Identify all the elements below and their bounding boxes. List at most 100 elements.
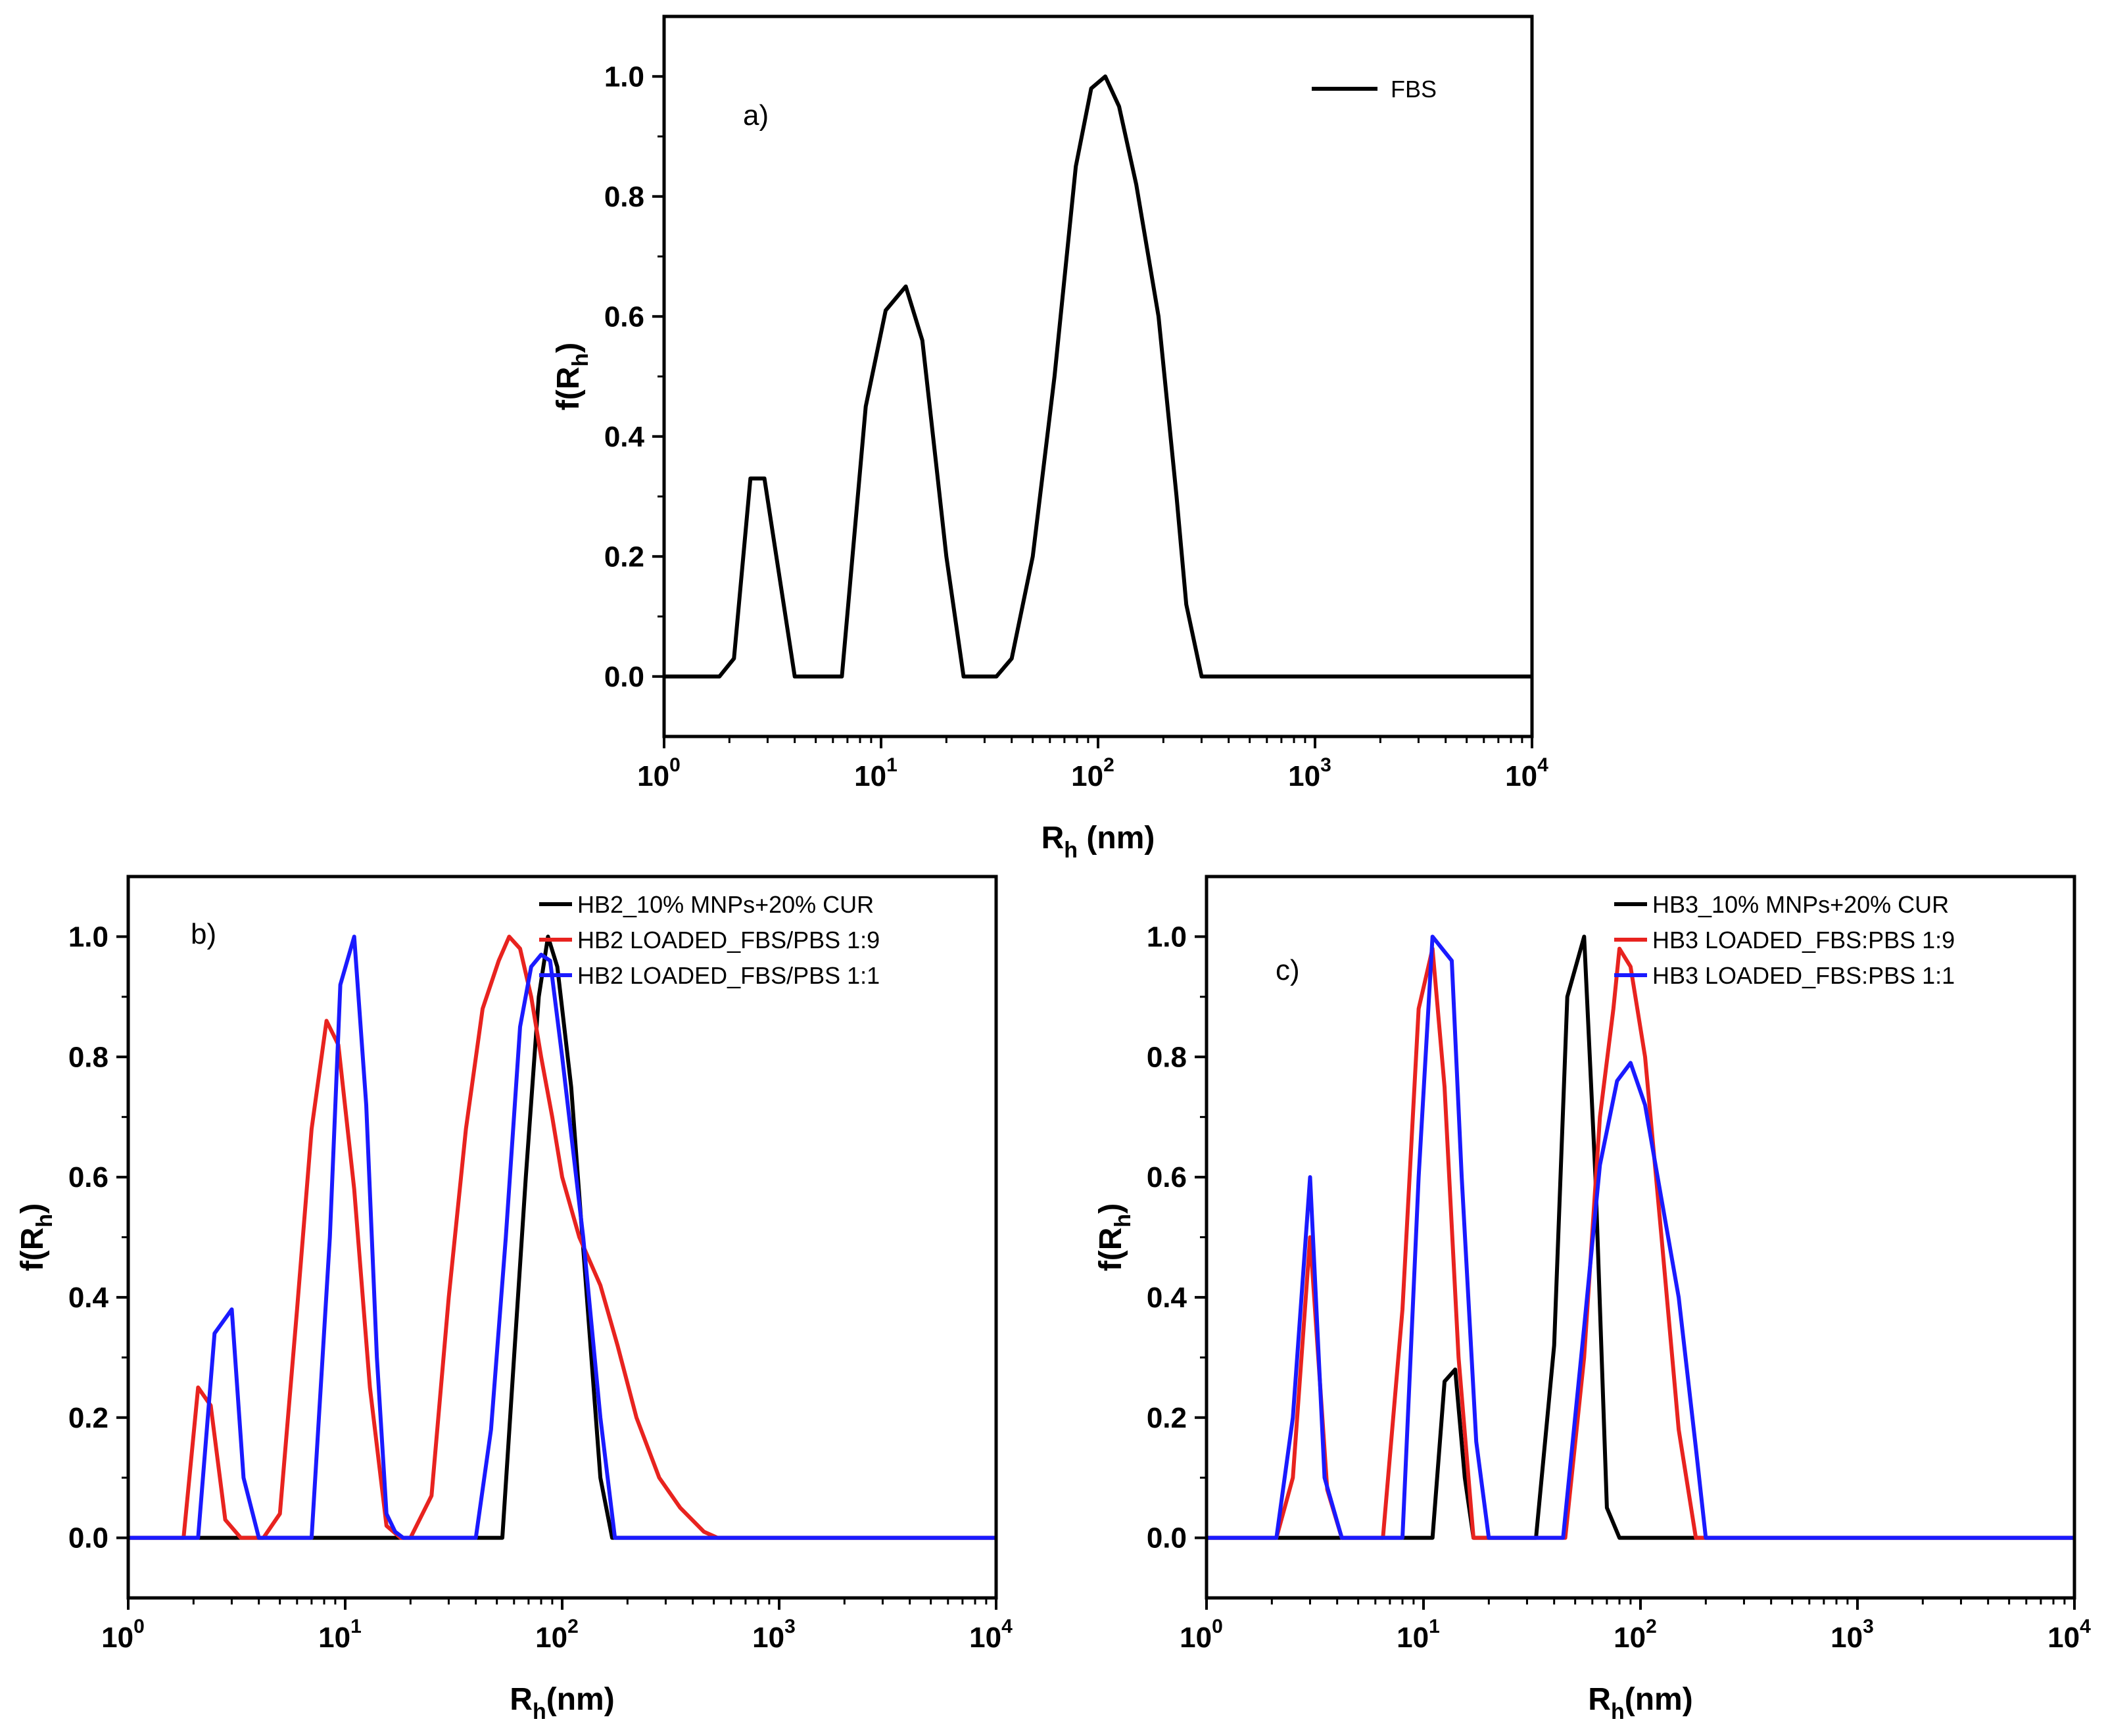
y-tick-label: 0.6 (1147, 1161, 1187, 1194)
x-tick-label: 102 (1614, 1616, 1657, 1654)
x-tick-label: 101 (318, 1616, 362, 1654)
x-tick-base: 10 (637, 760, 669, 792)
x-tick-label: 102 (1071, 754, 1114, 792)
series-line-1 (664, 74, 1532, 679)
plot-frame (662, 14, 1534, 738)
x-tick-exponent: 2 (567, 1616, 579, 1637)
x-axis-label-unit: (nm) (1625, 1682, 1693, 1717)
y-axis-label-subscript: h (1111, 1214, 1136, 1228)
x-tick-label: 102 (535, 1616, 579, 1654)
y-tick-label: 0.6 (68, 1161, 108, 1194)
x-tick-base: 10 (1071, 760, 1103, 792)
x-axis-label-main: R (1588, 1682, 1611, 1717)
x-axis-label-subscript: h (533, 1699, 546, 1724)
x-tick-label: 103 (1831, 1616, 1874, 1654)
panel-c: 100 101 102 103 1040.00.20.40.60.81.0c)HB3_1… (1093, 875, 2091, 1724)
panel-label: a) (743, 99, 769, 132)
x-tick-exponent: 4 (1001, 1616, 1013, 1637)
legend-entry: HB3 LOADED_FBS:PBS 1:9 (1652, 927, 1955, 953)
x-axis-label-unit: (nm) (546, 1682, 615, 1717)
y-tick-label: 0.2 (68, 1402, 108, 1434)
y-axis-label-tail: ) (15, 1203, 50, 1214)
x-tick-exponent: 1 (1429, 1616, 1440, 1637)
x-tick-exponent: 0 (669, 754, 681, 776)
x-tick-exponent: 0 (133, 1616, 145, 1637)
x-tick-exponent: 4 (1537, 754, 1548, 776)
x-tick-label: 104 (1505, 754, 1548, 792)
x-axis-label-unit: (nm) (1078, 821, 1155, 856)
plot-frame (1205, 875, 2076, 1600)
y-tick-label: 0.4 (1147, 1282, 1187, 1314)
y-tick-label: 0.8 (604, 181, 644, 213)
series-line-1 (128, 934, 996, 1540)
x-tick-base: 10 (1505, 760, 1537, 792)
x-tick-base: 10 (2047, 1622, 2080, 1654)
y-tick-label: 0.2 (1147, 1402, 1187, 1434)
x-axis-label-main: R (1041, 821, 1065, 856)
x-tick-exponent: 2 (1103, 754, 1114, 776)
y-axis-label-tail: ) (1093, 1203, 1128, 1214)
x-tick-label: 103 (752, 1616, 796, 1654)
panel-a: 100 101 102 103 1040.00.20.40.60.81.0a)FBSRh… (551, 14, 1548, 863)
x-tick-base: 10 (1180, 1622, 1212, 1654)
x-tick-label: 100 (1180, 1616, 1223, 1654)
x-tick-base: 10 (752, 1622, 784, 1654)
x-tick-base: 10 (318, 1622, 350, 1654)
y-axis-label: f(Rh) (15, 1203, 57, 1271)
x-tick-exponent: 2 (1646, 1616, 1657, 1637)
x-axis-label: Rh(nm) (510, 1682, 614, 1724)
x-tick-exponent: 4 (2080, 1616, 2091, 1637)
y-tick-label: 0.4 (604, 421, 645, 453)
legend: FBS (1312, 76, 1437, 103)
x-tick-label: 101 (1397, 1616, 1440, 1654)
y-tick-label: 0.2 (604, 541, 644, 573)
x-tick-base: 10 (1397, 1622, 1429, 1654)
y-tick-label: 1.0 (68, 921, 108, 953)
x-tick-exponent: 3 (1320, 754, 1331, 776)
y-axis-label-subscript: h (568, 353, 593, 367)
x-tick-base: 10 (535, 1622, 567, 1654)
x-axis-label-subscript: h (1611, 1699, 1625, 1724)
y-tick-label: 0.4 (68, 1282, 109, 1314)
x-tick-exponent: 3 (784, 1616, 796, 1637)
x-tick-label: 104 (2047, 1616, 2091, 1654)
x-tick-base: 10 (969, 1622, 1001, 1654)
y-tick-label: 0.6 (604, 301, 644, 333)
y-axis-label-main: f(R (15, 1228, 50, 1272)
x-tick-exponent: 3 (1863, 1616, 1874, 1637)
y-axis-label-subscript: h (32, 1214, 57, 1228)
legend: HB3_10% MNPs+20% CUR HB3 LOADED_FBS:PBS 1… (1614, 891, 1955, 989)
x-tick-base: 10 (101, 1622, 133, 1654)
legend-entry: HB3 LOADED_FBS:PBS 1:1 (1652, 962, 1955, 989)
y-axis-label-main: f(R (551, 367, 586, 411)
legend: HB2_10% MNPs+20% CUR HB2 LOADED_FBS/PBS 1… (539, 891, 880, 989)
panel-label: c) (1276, 954, 1300, 986)
x-axis-label-subscript: h (1064, 838, 1078, 863)
x-tick-label: 100 (101, 1616, 145, 1654)
y-axis-label: f(Rh) (551, 343, 593, 410)
y-tick-label: 0.8 (1147, 1041, 1187, 1073)
y-tick-label: 0.0 (604, 661, 644, 693)
y-tick-label: 0.0 (68, 1522, 108, 1555)
series-line-3 (128, 934, 996, 1540)
x-tick-label: 103 (1288, 754, 1331, 792)
plot-frame (126, 875, 998, 1600)
y-axis-label-tail: ) (551, 343, 586, 353)
y-tick-label: 1.0 (604, 60, 644, 93)
series-line-2 (1207, 946, 2074, 1540)
x-tick-base: 10 (1831, 1622, 1863, 1654)
x-tick-label: 101 (854, 754, 897, 792)
panel-label: b) (191, 918, 216, 950)
x-tick-exponent: 0 (1212, 1616, 1223, 1637)
legend-entry: HB3_10% MNPs+20% CUR (1652, 891, 1949, 918)
legend-entry: HB2 LOADED_FBS/PBS 1:9 (577, 927, 880, 953)
x-tick-label: 100 (637, 754, 681, 792)
y-tick-label: 1.0 (1147, 921, 1187, 953)
series-line-1 (1207, 934, 2074, 1540)
x-axis-label: Rh(nm) (1588, 1682, 1692, 1724)
legend-entry: FBS (1391, 76, 1437, 103)
x-tick-exponent: 1 (350, 1616, 362, 1637)
y-tick-label: 0.0 (1147, 1522, 1187, 1555)
